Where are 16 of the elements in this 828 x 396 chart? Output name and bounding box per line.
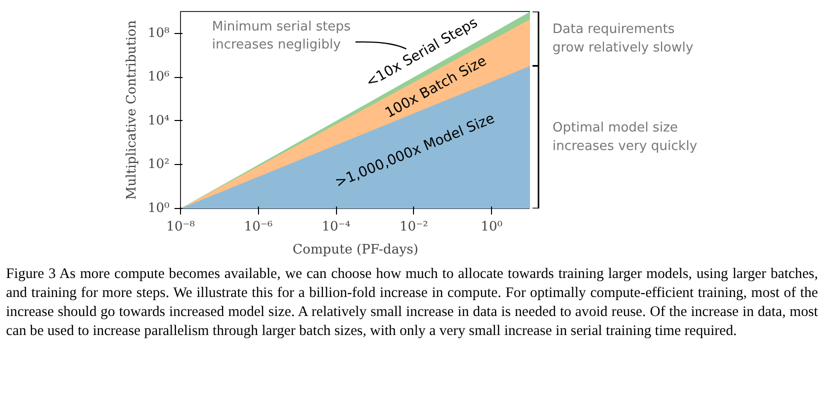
caption: Figure 3 As more compute becomes available, we can choose how much to allocate towards training larger models, using larger batches, and training for more steps. We illustrate this for a billion-fold increase in compute. For optimally compute-efficient training, most of the increase should go towards increased model size. A relatively small increase in data is needed to avoid reuse. Of the increase in data, most can be used to increase parallelism through larger batch sizes, with only a very small increase in serial training time required. (6, 265, 818, 341)
y-axis-title: Multiplicative Contribution (124, 20, 140, 200)
x-tick-label: 10⁰ (480, 220, 502, 234)
y-tick-label: 10⁸ (148, 26, 170, 41)
x-axis-title: Compute (PF-days) (292, 242, 418, 258)
annotation: Minimum serial steps increases negligibly (212, 20, 351, 53)
y-tick-label: 10⁴ (148, 113, 170, 128)
y-tick-label: 10⁶ (148, 70, 170, 85)
x-tick-label: 10⁻² (400, 220, 428, 234)
text: Optimal model size increases very quickly (552, 120, 698, 154)
x-tick-label: 10⁻⁴ (322, 220, 350, 234)
y-tick-label: 10² (148, 157, 170, 172)
y-tick-label: 10⁰ (148, 201, 170, 216)
x-tick-label: 10⁻⁸ (166, 220, 195, 234)
text: Data requirements grow relatively slowly (552, 22, 694, 56)
x-tick-label: 10⁻⁶ (244, 220, 273, 234)
